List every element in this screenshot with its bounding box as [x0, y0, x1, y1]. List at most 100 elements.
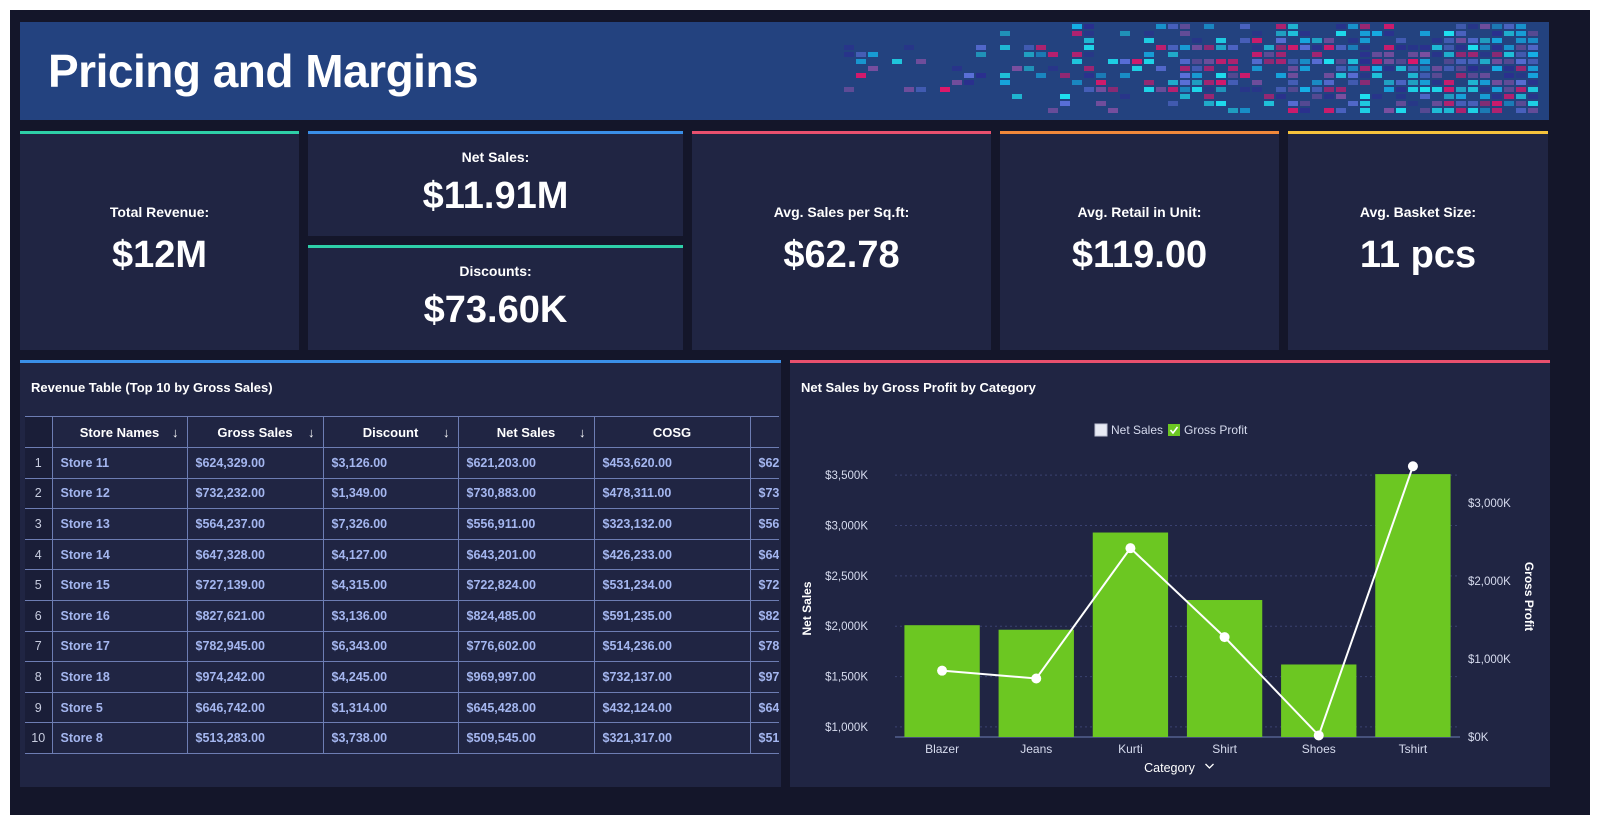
decorative-pixel: [1396, 59, 1406, 64]
decorative-pixel: [1456, 101, 1466, 106]
arrow-down-icon[interactable]: ↓: [579, 425, 586, 440]
column-header-label: Store Names: [79, 424, 160, 440]
decorative-pixel: [1144, 87, 1154, 92]
legend-swatch-net-sales[interactable]: [1094, 423, 1108, 437]
dashboard-header: Pricing and Margins: [20, 22, 1549, 120]
decorative-pixel: [1252, 59, 1262, 64]
table-row[interactable]: 6 Store 16 $827,621.00 $3,136.00 $824,485.00…: [25, 599, 779, 632]
table-row[interactable]: 10 Store 8 $513,283.00 $3,738.00 $509,545.00…: [25, 722, 779, 754]
legend-label[interactable]: Gross Profit: [1184, 423, 1248, 437]
decorative-pixel: [1504, 101, 1514, 106]
arrow-down-icon[interactable]: ↓: [172, 425, 179, 440]
bar-tshirt[interactable]: [1375, 474, 1451, 737]
bar-blazer[interactable]: [904, 625, 980, 737]
decorative-pixel: [1516, 101, 1526, 106]
decorative-pixel: [1144, 59, 1154, 64]
gross-profit-point[interactable]: [937, 665, 948, 676]
row-number-cell: 4: [25, 538, 53, 571]
table-row[interactable]: 5 Store 15 $727,139.00 $4,315.00 $722,824.00…: [25, 569, 779, 601]
table-cell: $1,314.00: [322, 691, 459, 724]
kpi-accent-bar: [692, 131, 991, 134]
decorative-pixel: [1396, 101, 1406, 106]
chevron-down-icon[interactable]: [1205, 763, 1214, 769]
kpi-label: Discounts:: [459, 263, 532, 279]
decorative-pixel: [1492, 94, 1502, 99]
decorative-pixel: [1084, 31, 1094, 36]
decorative-pixel: [1444, 59, 1454, 64]
decorative-pixel: [1276, 24, 1286, 29]
decorative-pixel: [1252, 52, 1262, 57]
table-cell: $646,742.00: [186, 691, 324, 724]
decorative-pixel: [1408, 59, 1418, 64]
decorative-pixel: [1300, 108, 1310, 113]
legend-label[interactable]: Net Sales: [1111, 423, 1163, 437]
column-header-gross-sales[interactable]: Gross Sales ↓: [186, 416, 324, 448]
table-cell: $4,127.00: [322, 538, 459, 571]
decorative-pixel: [1168, 101, 1178, 106]
table-row[interactable]: 8 Store 18 $974,242.00 $4,245.00 $969,997.00…: [25, 661, 779, 693]
decorative-pixel: [1072, 31, 1082, 36]
decorative-pixel: [1516, 24, 1526, 29]
decorative-pixel: [1456, 59, 1466, 64]
table-cell: $531,234.00: [593, 569, 751, 601]
decorative-pixel: [1456, 73, 1466, 78]
gross-profit-point[interactable]: [1031, 673, 1042, 684]
decorative-pixel: [1084, 24, 1094, 29]
decorative-pixel: [1348, 66, 1358, 71]
kpi-value: 11 pcs: [1359, 234, 1477, 276]
table-row[interactable]: 9 Store 5 $646,742.00 $1,314.00 $645,428.00 $…: [25, 691, 779, 724]
table-row[interactable]: 2 Store 12 $732,232.00 $1,349.00 $730,883.00…: [25, 477, 779, 510]
table-row[interactable]: 7 Store 17 $782,945.00 $6,343.00 $776,602.00…: [25, 630, 779, 663]
column-header-store-names[interactable]: Store Names ↓: [51, 416, 188, 448]
arrow-down-icon[interactable]: ↓: [308, 425, 315, 440]
gross-profit-point[interactable]: [1125, 543, 1136, 554]
decorative-pixel: [1348, 45, 1358, 50]
decorative-pixel: [1084, 45, 1094, 50]
decorative-pixel: [1528, 45, 1538, 50]
x-axis-title[interactable]: Category: [1144, 761, 1195, 775]
decorative-pixel: [1516, 94, 1526, 99]
decorative-pixel: [1288, 108, 1298, 113]
table-cell: $78: [749, 630, 779, 663]
decorative-pixel: [1468, 73, 1478, 78]
column-header-discount[interactable]: Discount ↓: [322, 416, 459, 448]
decorative-pixel: [1348, 80, 1358, 85]
decorative-pixel: [1480, 38, 1490, 43]
x-tick-label: Shoes: [1302, 742, 1336, 756]
table-cell: $564,237.00: [186, 508, 324, 540]
gross-profit-point[interactable]: [1407, 461, 1418, 472]
decorative-pixel: [1072, 24, 1082, 29]
legend-swatch-gross-profit[interactable]: [1168, 424, 1180, 436]
table-cell: $722,824.00: [457, 569, 595, 601]
y2-axis-title: Gross Profit: [1522, 562, 1536, 631]
column-header-label: COSG: [652, 424, 692, 440]
decorative-pixel: [1420, 80, 1430, 85]
table-row[interactable]: 1 Store 11 $624,329.00 $3,126.00 $621,203.00…: [25, 447, 779, 479]
gross-profit-point[interactable]: [1219, 632, 1230, 643]
bar-shoes[interactable]: [1281, 664, 1357, 737]
decorative-pixel: [1168, 45, 1178, 50]
column-header-overflow[interactable]: [749, 416, 779, 448]
decorative-pixel: [1228, 80, 1238, 85]
decorative-pixel: [844, 52, 854, 57]
table-cell: $323,132.00: [593, 508, 751, 540]
decorative-pixel: [1204, 66, 1214, 71]
decorative-pixel: [1384, 59, 1394, 64]
arrow-down-icon[interactable]: ↓: [443, 425, 450, 440]
bar-kurti[interactable]: [1092, 532, 1169, 737]
decorative-pixel: [1048, 66, 1058, 71]
kpi-label: Avg. Basket Size:: [1359, 204, 1477, 220]
bar-shirt[interactable]: [1186, 600, 1263, 737]
column-header-cosg[interactable]: COSG: [593, 416, 751, 448]
gross-profit-point[interactable]: [1313, 730, 1324, 741]
page-title: Pricing and Margins: [48, 45, 479, 97]
revenue-table-scroll[interactable]: Store Names ↓ Gross Sales ↓ Discount ↓ Net …: [25, 416, 779, 756]
table-row[interactable]: 4 Store 14 $647,328.00 $4,127.00 $643,201.00…: [25, 538, 779, 571]
decorative-pixel: [1492, 59, 1502, 64]
table-row[interactable]: 3 Store 13 $564,237.00 $7,326.00 $556,911.00…: [25, 508, 779, 540]
decorative-pixel: [1408, 87, 1418, 92]
decorative-pixel: [856, 73, 866, 78]
column-header-net-sales[interactable]: Net Sales ↓: [457, 416, 595, 448]
decorative-pixel: [976, 73, 986, 78]
decorative-pixel: [1240, 108, 1250, 113]
